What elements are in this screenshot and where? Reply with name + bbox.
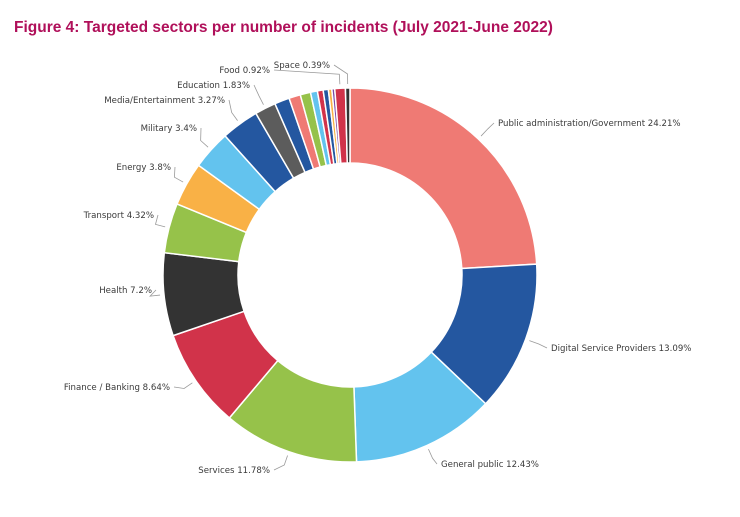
slice-label-space: Space 0.39% xyxy=(274,61,330,71)
leader-line-military xyxy=(200,127,209,148)
slice-label-health: Health 7.2% xyxy=(99,286,152,296)
slice-label-services: Services 11.78% xyxy=(198,466,270,476)
slice-label-food: Food 0.92% xyxy=(219,66,270,76)
leader-line-finance-banking xyxy=(173,382,193,389)
slice-label-education: Education 1.83% xyxy=(177,81,250,91)
slice-space xyxy=(344,87,351,164)
leader-lines xyxy=(149,64,548,471)
slice-label-digital-service-providers: Digital Service Providers 13.09% xyxy=(551,344,691,354)
slice-label-public-administration-government: Public administration/Government 24.21% xyxy=(498,119,681,129)
leader-line-space xyxy=(333,64,349,85)
leader-line-food xyxy=(273,69,341,85)
leader-line-energy xyxy=(173,166,184,183)
slice-labels: Public administration/Government 24.21% D… xyxy=(64,61,692,476)
leader-line-public-administration-government xyxy=(480,122,495,137)
slice-label-media-entertainment: Media/Entertainment 3.27% xyxy=(104,96,225,106)
slice-public-administration-government xyxy=(349,87,538,270)
slice-label-military: Military 3.4% xyxy=(141,124,197,134)
slice-label-finance-banking: Finance / Banking 8.64% xyxy=(64,383,170,393)
leader-line-education xyxy=(253,84,264,105)
slice-label-energy: Energy 3.8% xyxy=(116,163,171,173)
chart-title: Figure 4: Targeted sectors per number of… xyxy=(14,19,553,36)
leader-line-health xyxy=(149,289,161,297)
leader-line-services xyxy=(273,455,288,471)
leader-line-transport xyxy=(154,214,166,228)
leader-line-digital-service-providers xyxy=(529,340,548,349)
leader-line-media-entertainment xyxy=(228,99,238,121)
slice-label-general-public: General public 12.43% xyxy=(441,460,539,470)
slice-label-transport: Transport 4.32% xyxy=(83,211,154,221)
leader-line-general-public xyxy=(428,448,438,465)
donut-slices xyxy=(162,87,538,463)
